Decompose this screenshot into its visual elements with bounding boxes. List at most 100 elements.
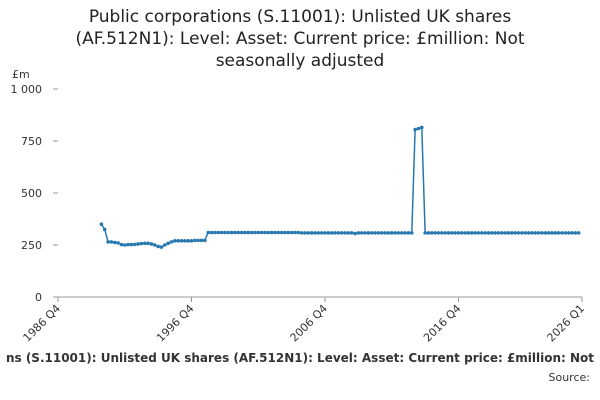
data-point [560, 231, 564, 235]
data-point [319, 231, 324, 235]
data-point [566, 231, 571, 235]
data-point [333, 231, 337, 235]
data-point [369, 231, 374, 235]
data-point [573, 231, 578, 235]
data-point [119, 242, 124, 247]
data-point [149, 242, 154, 246]
data-point [313, 231, 317, 235]
data-point [176, 239, 180, 243]
data-point [146, 241, 150, 246]
data-point [326, 231, 331, 235]
x-tick-label: 2006 Q4 [288, 302, 331, 345]
data-point [129, 242, 134, 247]
data-point [203, 238, 207, 243]
data-point [556, 231, 561, 235]
chart-title: Public corporations (S.11001): Unlisted … [89, 7, 512, 27]
data-point [323, 231, 327, 235]
data-point [510, 231, 514, 235]
data-point [463, 231, 467, 235]
data-point [443, 231, 447, 235]
data-point [223, 230, 227, 235]
data-point [109, 240, 114, 244]
data-point [536, 231, 541, 235]
y-tick-label: 500 [21, 187, 42, 200]
data-point [156, 244, 160, 249]
data-point [132, 242, 137, 247]
x-tick-label: 2026 Q1 [545, 302, 588, 345]
data-point [500, 231, 504, 235]
data-point [513, 231, 518, 235]
data-point [243, 230, 247, 235]
data-point [106, 240, 110, 244]
data-point [193, 238, 197, 243]
data-point [483, 231, 488, 235]
data-point [413, 127, 417, 132]
data-point [540, 231, 544, 235]
data-point [276, 230, 281, 235]
data-point [393, 231, 397, 235]
data-point [533, 231, 538, 235]
x-tick-label: 2016 Q4 [421, 302, 464, 345]
data-point [136, 242, 140, 246]
data-point [159, 245, 164, 249]
data-point [233, 230, 237, 235]
data-point [516, 231, 521, 235]
data-point [359, 231, 364, 235]
data-point [423, 231, 427, 235]
x-tick-label: 1996 Q4 [154, 302, 197, 345]
data-point [553, 231, 558, 235]
y-tick-label: 250 [21, 239, 42, 252]
data-point [173, 239, 177, 243]
data-point [163, 243, 167, 247]
data-point [296, 230, 301, 235]
y-unit: £m [12, 68, 30, 81]
data-point [189, 239, 194, 243]
data-point [576, 231, 581, 235]
data-point [466, 231, 471, 235]
data-point [209, 230, 214, 235]
data-point [503, 231, 508, 235]
data-point [376, 231, 381, 235]
data-point [229, 230, 234, 235]
y-tick-label: 1 000 [11, 83, 43, 96]
data-point [112, 240, 117, 245]
data-point [273, 230, 277, 235]
data-point [496, 231, 501, 235]
source: Source: [549, 371, 591, 384]
data-point [199, 238, 204, 243]
data-point [219, 230, 224, 235]
data-point [216, 230, 221, 235]
x-tick-label: 1986 Q4 [21, 302, 64, 345]
data-point [309, 231, 314, 235]
data-point [336, 231, 341, 235]
data-point [126, 242, 130, 247]
data-point [186, 239, 190, 243]
data-point [303, 231, 307, 235]
data-point [383, 231, 387, 235]
data-point [166, 241, 170, 246]
series-line [100, 126, 579, 248]
data-point [343, 231, 347, 235]
data-point [550, 231, 554, 235]
chart-title: seasonally adjusted [216, 51, 385, 71]
data-point [179, 239, 184, 243]
data-point [249, 230, 254, 235]
data-point [142, 241, 147, 246]
data-point [353, 231, 357, 236]
data-point [419, 125, 424, 130]
data-point [339, 231, 344, 235]
data-point [396, 231, 401, 235]
data-point [279, 230, 284, 235]
data-point [476, 231, 481, 235]
data-point [256, 230, 261, 235]
data-point [349, 231, 354, 235]
data-point [299, 231, 304, 235]
data-point [366, 231, 371, 235]
data-point [389, 231, 394, 235]
data-point [526, 231, 531, 235]
data-point [440, 231, 444, 235]
data-point [456, 231, 461, 235]
data-point [116, 241, 120, 245]
data-point [426, 231, 431, 235]
data-point [530, 231, 534, 235]
